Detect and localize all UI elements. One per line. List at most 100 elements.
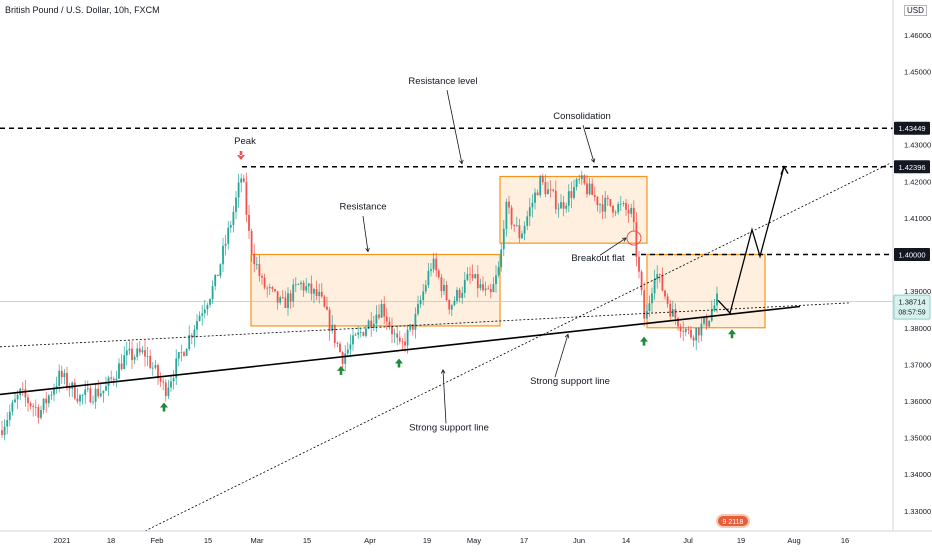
candle-body — [305, 286, 308, 291]
candle-body — [536, 192, 539, 196]
candle-body — [180, 352, 183, 353]
candle-body — [625, 203, 627, 210]
callout-arrowhead — [621, 237, 627, 242]
annotation-boxes — [250, 175, 766, 329]
candle-body — [227, 227, 230, 244]
candle-body — [591, 183, 594, 196]
candle-body — [570, 191, 573, 198]
candle-body — [424, 285, 427, 292]
candle-body — [27, 397, 29, 404]
price-tick-label: 1.34000 — [904, 470, 931, 479]
candle-body — [245, 181, 248, 215]
candle-body — [242, 178, 245, 182]
time-tick-label: 19 — [423, 536, 431, 545]
candle-body — [500, 249, 503, 268]
candle-body — [318, 291, 321, 296]
candle-body — [398, 337, 401, 342]
price-tag-value: 1.42396 — [898, 163, 925, 172]
candle-body — [193, 329, 196, 338]
price-tag: 1.40000 — [894, 248, 930, 262]
candle-body — [409, 324, 412, 330]
time-tick-label: 2021 — [54, 536, 71, 545]
candle-body — [588, 183, 591, 195]
candle-body — [60, 370, 63, 378]
candle-body — [684, 328, 687, 332]
candle-body — [281, 297, 284, 299]
price-tag-value: 1.38714 — [898, 298, 925, 307]
time-tick-label: 19 — [737, 536, 745, 545]
candle-body — [432, 258, 435, 270]
candle-body — [562, 202, 565, 209]
chart-title: British Pound / U.S. Dollar, 10h, FXCM — [5, 5, 160, 15]
consolidation-label[interactable]: Consolidation — [553, 111, 611, 122]
candle-body — [16, 395, 19, 400]
trend-line[interactable] — [144, 162, 891, 532]
candle-body — [271, 287, 274, 290]
candle-body — [294, 284, 297, 286]
candle-body — [653, 279, 656, 294]
candle-body — [651, 293, 653, 304]
candle-body — [385, 316, 388, 322]
candle-body — [323, 296, 326, 307]
candle-body — [690, 329, 692, 338]
candle-body — [203, 309, 206, 314]
candle-body — [523, 225, 526, 234]
support-arrow-4 — [640, 336, 648, 346]
callout-arrowhead — [459, 159, 464, 165]
peak-label[interactable]: Peak — [234, 136, 256, 147]
candle-body — [183, 352, 185, 356]
strong-support-line-label-left[interactable]: Strong support line — [409, 423, 489, 434]
candle-body — [50, 394, 53, 396]
projection-path[interactable] — [717, 166, 785, 315]
trend-line[interactable] — [0, 302, 851, 348]
candle-body — [24, 389, 27, 398]
candle-body — [162, 381, 165, 383]
candle-body — [136, 348, 139, 357]
candle-body — [73, 382, 76, 399]
range-box-jun-jul[interactable] — [646, 253, 766, 329]
candle-body — [658, 274, 661, 275]
currency-label[interactable]: USD — [904, 5, 927, 16]
support-arrow-5 — [728, 329, 736, 339]
candle-body — [671, 309, 674, 317]
candle-body — [68, 387, 71, 389]
candle-body — [261, 276, 263, 278]
candle-body — [430, 269, 432, 271]
candle-body — [461, 292, 464, 298]
time-tick-label: 17 — [520, 536, 528, 545]
candle-body — [284, 297, 287, 308]
candle-body — [567, 191, 570, 206]
candle-body — [661, 274, 664, 291]
candle-body — [185, 349, 188, 356]
peak-arrow — [237, 151, 245, 161]
candle-body — [326, 306, 328, 310]
candle-body — [71, 382, 74, 389]
candle-body — [601, 204, 604, 212]
candle-body — [3, 426, 6, 435]
time-tick-label: Feb — [151, 536, 164, 545]
resistance-level-label[interactable]: Resistance level — [408, 76, 477, 87]
candle-body — [131, 348, 133, 360]
time-axis[interactable]: 2021 18 Feb 15 Mar 15 Apr 19 May 17 Jun 14 Jul 19 Aug 1… — [0, 530, 932, 545]
candle-body — [209, 299, 211, 305]
candle-body — [354, 334, 357, 336]
candle-body — [84, 389, 87, 396]
candle-body — [448, 299, 451, 310]
candle-body — [53, 389, 55, 395]
candle-body — [497, 267, 500, 276]
candle-body — [102, 390, 105, 394]
breakout-flat-label[interactable]: Breakout flat — [571, 253, 625, 264]
candle-body — [276, 291, 279, 303]
strong-support-line-label-right[interactable]: Strong support line — [530, 376, 610, 387]
price-tag: 1.43449 — [894, 121, 930, 135]
candle-body — [289, 293, 292, 302]
resistance-label[interactable]: Resistance — [340, 201, 387, 212]
candle-body — [437, 270, 440, 278]
candle-body — [268, 287, 271, 289]
price-axis[interactable]: 1.33000 1.34000 1.35000 1.36000 1.37000 1.380… — [892, 0, 931, 531]
time-tick-label: Jun — [573, 536, 585, 545]
candle-body — [196, 320, 198, 330]
support-line[interactable] — [0, 305, 801, 396]
